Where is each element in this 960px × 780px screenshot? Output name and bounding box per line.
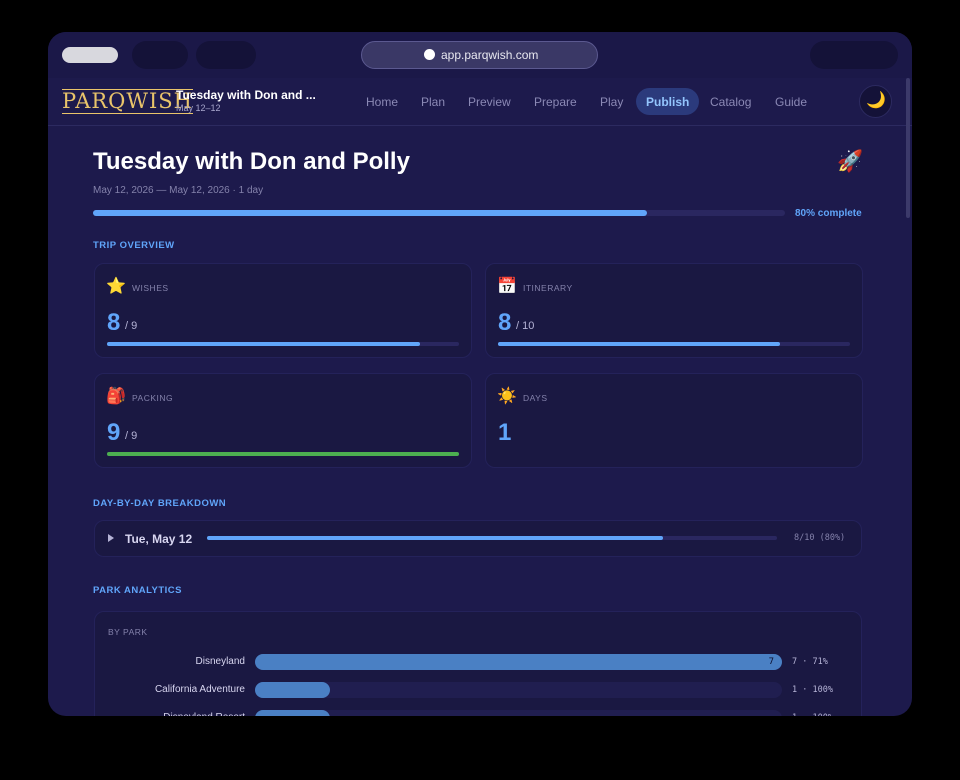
url-bar[interactable] [361, 41, 598, 69]
card-label: PACKING [132, 393, 174, 403]
day-fill [207, 536, 663, 540]
card-value: 9 [107, 419, 121, 446]
nav-item[interactable]: Guide [775, 95, 808, 109]
sidebar-button[interactable] [132, 41, 188, 69]
park-name: California Adventure [154, 684, 245, 695]
nav-item[interactable]: Catalog [710, 95, 752, 109]
card-fill [107, 452, 459, 456]
card-label: ITINERARY [523, 283, 573, 293]
logo: PARQWISH [62, 89, 193, 114]
card-icon: ⭐ [106, 278, 126, 295]
card-value: 1 [498, 419, 512, 446]
theme-icon[interactable]: 🌙 [866, 92, 886, 109]
trip-title: Tuesday with Don and ... [176, 88, 316, 102]
card-total: / 10 [516, 320, 535, 332]
park-value: 1 · 100% [792, 685, 833, 695]
toolbar-actions[interactable] [810, 41, 898, 69]
park-value: 1 · 100% [792, 714, 833, 716]
nav-item[interactable]: Home [366, 95, 399, 109]
theme-button[interactable] [859, 85, 892, 118]
progress-label: 80% complete [795, 208, 862, 219]
trip-dates: May 12–12 [176, 103, 221, 113]
nav-item[interactable]: Publish [646, 95, 690, 109]
analytics-section: BY PARK [108, 627, 148, 637]
card-label: WISHES [132, 283, 169, 293]
page-subtitle: May 12, 2026 — May 12, 2026 · 1 day [93, 185, 264, 196]
park-value: 7 · 71% [792, 657, 828, 667]
card-value: 8 [498, 309, 512, 336]
expand-arrow[interactable] [108, 534, 114, 542]
page-icon: 🚀 [837, 150, 864, 173]
card-icon: 🎒 [106, 388, 126, 405]
nav-buttons[interactable] [196, 41, 256, 69]
nav-active-pill[interactable] [636, 88, 699, 115]
park-bar [255, 710, 331, 716]
browser-window: app.parqwish.com PARQWISH Tuesday with Don… [48, 32, 912, 716]
scrollbar [906, 78, 910, 218]
park-bar-label: 7 [768, 657, 774, 667]
nav-item[interactable]: Prepare [534, 95, 577, 109]
card-fill [107, 342, 420, 346]
card-value: 8 [107, 309, 121, 336]
card-total: / 9 [125, 320, 138, 332]
progress-fill [93, 210, 647, 216]
day-summary: 8/10 (80%) [794, 533, 846, 543]
section-heading: TRIP OVERVIEW [93, 240, 175, 251]
card-total: / 9 [125, 430, 138, 442]
page-title: Tuesday with Don and Polly [93, 148, 410, 175]
park-bar [255, 654, 782, 670]
park-bar [255, 682, 331, 698]
park-track [255, 710, 782, 716]
section-heading: DAY-BY-DAY BREAKDOWN [93, 498, 227, 509]
card-icon: 📅 [497, 278, 517, 295]
url-icon [424, 49, 435, 60]
park-name: Disneyland Resort [95, 713, 245, 717]
url-text: app.parqwish.com [441, 48, 539, 62]
day-label: Tue, May 12 [125, 532, 193, 546]
nav-item[interactable]: Preview [468, 95, 511, 109]
park-track [255, 682, 782, 698]
stat-card [485, 373, 863, 468]
card-icon: ☀️ [497, 388, 517, 405]
card-label: DAYS [523, 393, 548, 403]
card-fill [498, 342, 780, 346]
park-name: Disneyland [195, 656, 245, 667]
window-pill[interactable] [62, 47, 118, 63]
header [48, 78, 912, 126]
nav-item[interactable]: Plan [421, 95, 446, 109]
section-heading: PARK ANALYTICS [93, 585, 182, 596]
nav-item[interactable]: Play [600, 95, 624, 109]
